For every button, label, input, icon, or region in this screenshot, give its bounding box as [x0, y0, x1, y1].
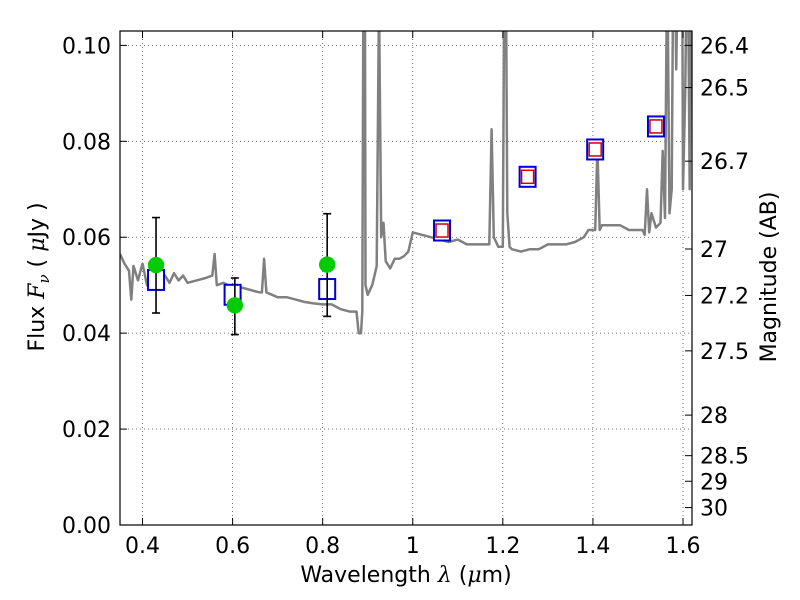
y-tick-label: 0.10 [62, 34, 111, 59]
x-tick-label: 0.8 [305, 534, 340, 559]
x-axis-label: Wavelength λ (μm) [300, 563, 511, 588]
spectrum-layer [120, 31, 692, 335]
marker-layer [147, 115, 665, 336]
y-tick-label: 0.02 [62, 418, 111, 443]
mag-tick-label: 27.2 [700, 284, 749, 309]
y-tick-label: 0.04 [62, 322, 111, 347]
observed-point-marker [226, 297, 244, 314]
mag-tick-label: 27 [700, 238, 728, 263]
x-tick-label: 1.6 [665, 534, 700, 559]
model-red-square-marker [588, 142, 602, 157]
x-tick-label: 1.4 [575, 534, 610, 559]
model-red-square-marker [520, 169, 535, 185]
model-square-marker [433, 219, 452, 242]
spectrum-line [120, 31, 692, 335]
x-tick-label: 0.6 [215, 534, 250, 559]
model-red-square-marker [435, 223, 449, 238]
mag-tick-label: 29 [700, 470, 728, 495]
x-tick-label: 1.2 [485, 534, 520, 559]
mag-tick-label: 28.5 [700, 445, 749, 470]
observed-point-marker [318, 256, 336, 273]
tick-layer: 0.4 0.6 0.8 1 1.2 1.4 1.6 0.00 0.02 0.04 0.06 0.08 0… [62, 31, 749, 559]
model-square-marker [518, 165, 537, 188]
model-square-marker [586, 138, 605, 161]
mag-tick-label: 26.7 [700, 150, 749, 175]
model-square-marker [646, 115, 665, 138]
y-tick-label: 0.06 [62, 226, 111, 251]
observed-point-marker [147, 256, 165, 274]
y-tick-label: 0.00 [62, 514, 111, 539]
y-tick-label: 0.08 [62, 130, 111, 155]
y2-axis-label: Magnitude (AB) [757, 192, 782, 363]
mag-tick-label: 28 [700, 404, 728, 429]
plot-frame [119, 30, 693, 526]
x-tick-label: 1 [406, 534, 420, 559]
mag-tick-label: 27.5 [700, 340, 749, 365]
model-red-square-marker [649, 119, 663, 134]
y-axis-label: Flux Fν ( μJy ) [25, 202, 53, 351]
mag-tick-label: 26.4 [700, 34, 749, 59]
mag-tick-label: 26.5 [700, 77, 749, 102]
mag-tick-label: 30 [700, 497, 728, 522]
x-tick-label: 0.4 [125, 534, 160, 559]
